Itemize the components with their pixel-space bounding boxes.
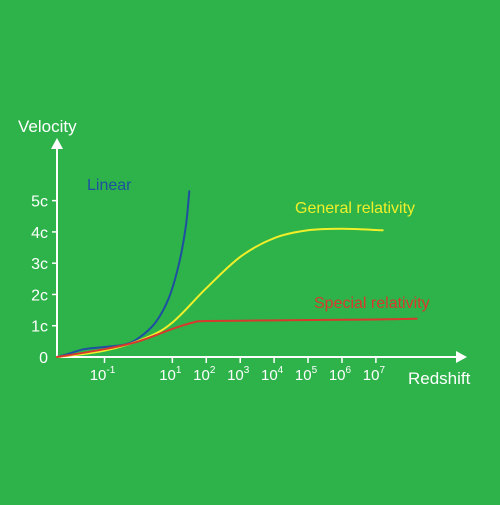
x-tick-base: 10 — [261, 367, 278, 384]
general-relativity-label: General relativity — [295, 200, 415, 217]
x-tick-base: 10 — [193, 367, 210, 384]
x-tick-label: 103 — [227, 365, 250, 384]
x-tick-exponent: 2 — [210, 365, 216, 376]
x-axis-label: Redshift — [408, 369, 471, 388]
series-labels: Linear General relativity Special relativi… — [87, 177, 430, 312]
x-tick-label: 106 — [329, 365, 352, 384]
series-lines — [56, 190, 418, 358]
x-tick-exponent: 6 — [346, 365, 352, 376]
x-tick-base: 10 — [159, 367, 176, 384]
x-ticks: 10-1 101 102 103 104 105 106 107 — [90, 357, 386, 384]
y-tick-label: 4c — [31, 225, 48, 242]
y-axis-label: Velocity — [18, 117, 77, 136]
x-tick-exponent: -1 — [106, 365, 115, 376]
special-relativity-line — [56, 317, 418, 358]
y-tick-label: 2c — [31, 287, 48, 304]
x-tick-label: 107 — [363, 365, 386, 384]
y-tick-label: 3c — [31, 256, 48, 273]
x-tick-label: 10-1 — [90, 365, 116, 384]
x-tick-base: 10 — [227, 367, 244, 384]
x-tick-exponent: 3 — [244, 365, 250, 376]
x-tick-label: 104 — [261, 365, 284, 384]
x-tick-base: 10 — [363, 367, 380, 384]
x-tick-exponent: 7 — [379, 365, 385, 376]
x-tick-exponent: 4 — [278, 365, 284, 376]
y-tick-label: 1c — [31, 319, 48, 336]
y-tick-label: 5c — [31, 194, 48, 211]
y-axis-arrowhead — [51, 138, 63, 149]
special-relativity-label: Special relativity — [314, 295, 430, 312]
x-tick-base: 10 — [90, 367, 107, 384]
general-relativity-line — [56, 227, 384, 358]
y-ticks: 0 1c 2c 3c 4c 5c — [31, 194, 57, 367]
x-tick-label: 101 — [159, 365, 182, 384]
linear-line — [56, 190, 191, 358]
x-tick-label: 105 — [295, 365, 318, 384]
linear-label: Linear — [87, 177, 132, 194]
x-tick-base: 10 — [295, 367, 312, 384]
y-tick-label: 0 — [39, 350, 48, 367]
x-tick-label: 102 — [193, 365, 216, 384]
x-tick-exponent: 5 — [312, 365, 318, 376]
x-tick-exponent: 1 — [176, 365, 182, 376]
x-axis-arrowhead — [456, 351, 467, 363]
x-tick-base: 10 — [329, 367, 346, 384]
